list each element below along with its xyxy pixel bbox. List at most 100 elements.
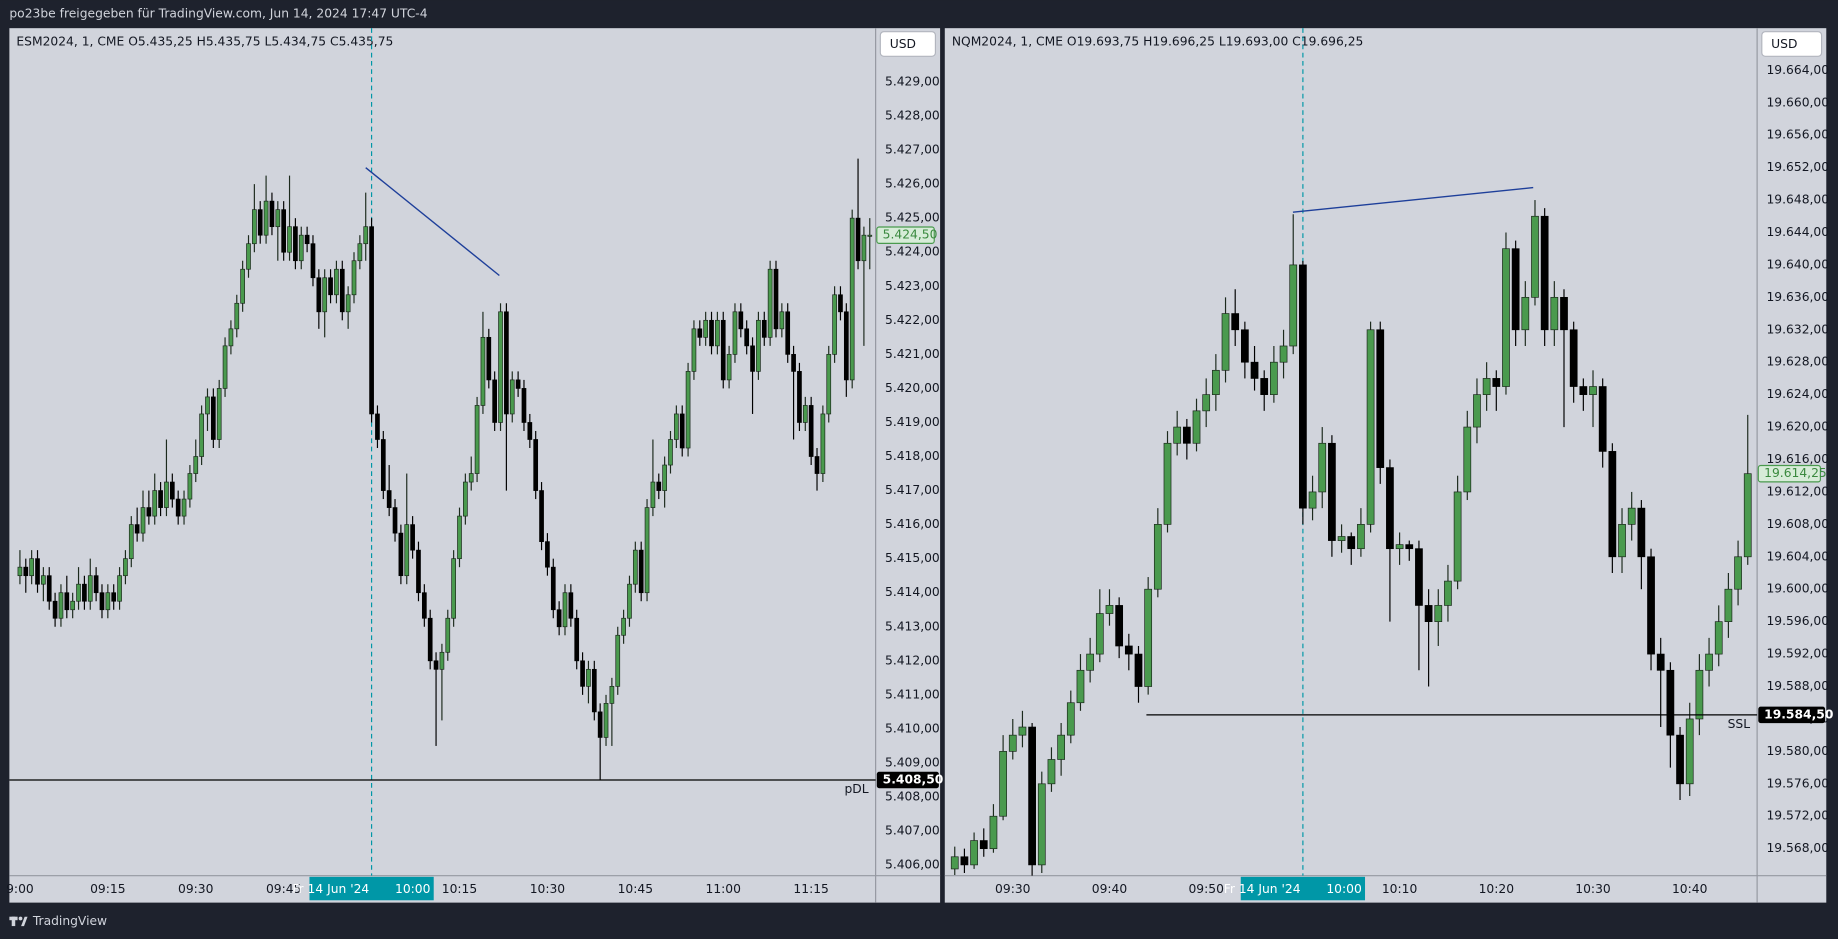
candle-body (111, 592, 117, 602)
candle-body (656, 481, 662, 491)
candle-body (791, 354, 796, 372)
candle-body (222, 345, 228, 389)
candle-body (960, 856, 969, 866)
candle-body (999, 751, 1007, 817)
candle-body (1018, 726, 1027, 736)
candle-body (175, 498, 181, 517)
candle-body (369, 226, 374, 415)
candle-body (715, 319, 720, 347)
candle-body (779, 311, 785, 330)
y-tick-label: 19.604,00 (1766, 549, 1829, 563)
level-price-box (876, 771, 939, 789)
candle-body (621, 617, 626, 636)
candle-body (1463, 426, 1472, 493)
y-tick-label: 5.424,00 (885, 245, 940, 259)
candle-body (550, 566, 556, 611)
y-tick-label: 19.632,00 (1766, 322, 1829, 336)
candle-body (1734, 556, 1742, 590)
brand-logo[interactable] (9, 916, 28, 927)
candle-body (1028, 726, 1036, 866)
y-tick-label: 5.413,00 (885, 619, 940, 633)
y-tick-label: 5.421,00 (885, 347, 940, 361)
x-tick-label: 10:40 (1672, 882, 1707, 896)
candle-body (152, 490, 158, 517)
candle-body (257, 209, 263, 236)
candle-body (603, 703, 609, 738)
x-tick-label: 11:00 (706, 882, 741, 896)
candle-body (533, 439, 539, 491)
candle-body (427, 617, 433, 662)
candle-body (1637, 507, 1646, 558)
candle-body (322, 277, 328, 313)
currency-button[interactable] (1761, 31, 1823, 57)
candle-body (1714, 621, 1723, 655)
y-tick-label: 5.415,00 (885, 551, 940, 565)
candle-body (849, 217, 855, 381)
candle-body (339, 268, 345, 313)
candle-body (556, 609, 562, 628)
candle-body (240, 268, 245, 304)
y-tick-label: 5.407,00 (885, 824, 940, 838)
candle-body (685, 371, 691, 449)
candle-body (480, 336, 486, 406)
candle-body (1115, 605, 1124, 647)
y-tick-label: 19.576,00 (1766, 776, 1829, 790)
candle-body (1627, 507, 1636, 525)
symbol-header: NQM2024, 1, CME O19.693,75 H19.696,25 L1… (952, 35, 1364, 49)
candle-body (275, 209, 281, 228)
candle-body (1047, 759, 1056, 785)
candle-body (744, 328, 750, 347)
candle-body (797, 371, 802, 423)
candle-body (293, 226, 298, 262)
candle-body (615, 634, 621, 687)
candle-body (586, 668, 591, 687)
candle-body (1415, 548, 1423, 606)
brand-name[interactable]: TradingView (32, 914, 107, 928)
candle-body (867, 234, 873, 237)
last-price-box (876, 226, 935, 244)
candle-body (1540, 215, 1549, 331)
candle-body (433, 660, 439, 670)
candle-body (662, 464, 667, 491)
candle-body (316, 277, 322, 313)
y-tick-label: 19.660,00 (1766, 95, 1829, 109)
y-tick-label: 5.423,00 (885, 279, 940, 293)
candle-body (474, 405, 480, 474)
y-tick-label: 19.648,00 (1766, 193, 1829, 207)
trend-line[interactable] (365, 167, 500, 277)
candle-body (838, 294, 843, 313)
candle-body (193, 456, 199, 474)
candle-body (1241, 329, 1249, 363)
x-tick-label: 10:30 (1575, 882, 1610, 896)
currency-button[interactable] (879, 31, 936, 57)
y-tick-label: 5.428,00 (885, 109, 940, 123)
candle-body (70, 600, 76, 611)
candle-body (1589, 386, 1597, 395)
candle-body (703, 319, 709, 338)
candle-body (1579, 386, 1588, 395)
candle-body (855, 217, 861, 262)
candle-body (1057, 734, 1065, 760)
candle-body (1453, 491, 1462, 582)
candle-body (357, 243, 363, 262)
candle-body (181, 498, 187, 517)
trend-line[interactable] (1292, 186, 1534, 213)
candle-body (750, 345, 755, 372)
x-tick-label: 09:30 (995, 882, 1030, 896)
candles (950, 200, 1752, 876)
last-price-box (1757, 464, 1822, 483)
y-tick-label: 5.409,00 (885, 755, 940, 769)
candle-body (574, 617, 580, 662)
candle-body (82, 583, 87, 602)
x-tick-label: 09:50 (1188, 882, 1223, 896)
panel-background (944, 28, 1827, 903)
crosshair-time-box (1240, 876, 1366, 901)
candle-body (539, 490, 544, 542)
y-tick-label: 19.664,00 (1766, 63, 1829, 77)
candle-body (328, 277, 333, 296)
candle-body (87, 575, 93, 602)
candle-body (773, 268, 779, 330)
y-tick-label: 19.596,00 (1766, 614, 1829, 628)
y-tick-label: 5.427,00 (885, 143, 940, 157)
candle-body (674, 413, 679, 440)
